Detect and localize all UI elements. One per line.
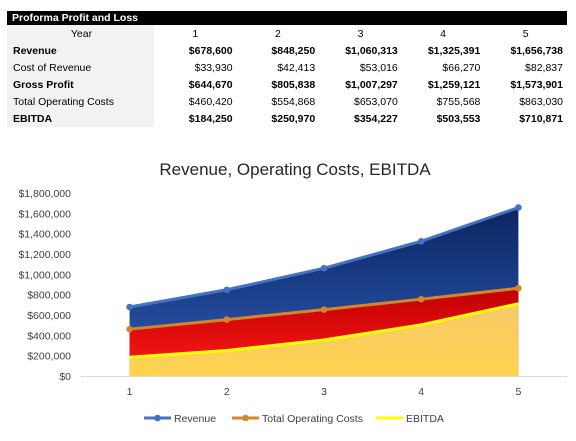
y-tick-label: $400,000: [27, 330, 71, 342]
data-point: [223, 286, 231, 294]
table-cell: $805,838: [271, 78, 316, 91]
data-point: [126, 325, 133, 333]
y-axis: $0 $200,000 $400,000 $600,000 $800,000 $1,000…: [18, 188, 71, 383]
year-column-header: 3: [357, 27, 364, 40]
y-tick-label: $1,000,000: [18, 269, 71, 281]
data-point: [417, 237, 425, 245]
year-header-row: Year 1 2 3 4 5: [7, 25, 567, 42]
table-cell: $53,016: [359, 61, 398, 74]
x-tick-label: 1: [127, 386, 133, 398]
line-ebitda: [129, 302, 519, 359]
area-ebitda: [129, 303, 519, 376]
chart-title: Revenue, Operating Costs, EBITDA: [159, 160, 431, 179]
data-point: [320, 306, 328, 313]
table-cell: $863,030: [519, 95, 563, 108]
data-point: [223, 316, 231, 323]
table-cell: $1,007,297: [345, 78, 398, 91]
x-tick-label: 5: [515, 386, 521, 398]
legend-label: Total Operating Costs: [262, 413, 363, 425]
table-cell: $1,060,313: [345, 44, 398, 57]
table-cell: $1,573,901: [510, 78, 563, 91]
table-cell: $354,227: [353, 112, 398, 125]
data-point: [126, 303, 133, 311]
table-row: Gross Profit $644,670 $805,838 $1,007,297 $1…: [7, 76, 567, 93]
legend-label: EBITDA: [406, 413, 444, 425]
table-row: Cost of Revenue $33,930 $42,413 $53,016 $66,…: [7, 59, 567, 76]
y-tick-label: $800,000: [27, 290, 71, 302]
year-header: Year: [7, 25, 154, 42]
row-label: Total Operating Costs: [7, 93, 154, 110]
chart-legend: Revenue Total Operating Costs EBITDA: [144, 413, 444, 425]
x-axis: 1 2 3 4 5: [81, 376, 567, 398]
y-tick-label: $1,400,000: [18, 229, 71, 241]
row-label: Revenue: [7, 42, 154, 59]
y-tick-label: $1,800,000: [18, 188, 71, 200]
table-title-row: Proforma Profit and Loss: [7, 11, 567, 25]
data-point: [417, 295, 425, 303]
row-label: Cost of Revenue: [7, 59, 154, 76]
table-cell: $1,259,121: [427, 78, 481, 91]
table-cell: $554,868: [271, 95, 316, 108]
table-row: Total Operating Costs $460,420 $554,868 $65…: [7, 93, 567, 110]
table-cell: $644,670: [188, 78, 233, 91]
y-tick-label: $0: [59, 371, 71, 383]
table-cell: $503,553: [436, 112, 481, 125]
table-cell: $33,930: [194, 61, 233, 74]
table-row: EBITDA $184,250 $250,970 $354,227 $503,553 $7…: [7, 110, 567, 127]
legend-marker: [154, 414, 161, 422]
year-column-header: 4: [440, 27, 446, 40]
year-column-header: 1: [192, 27, 199, 40]
row-label: EBITDA: [7, 110, 154, 127]
table-cell: $82,837: [525, 61, 563, 74]
table-cell: $653,070: [353, 95, 398, 108]
table-cell: $710,871: [519, 112, 563, 125]
table-row: Revenue $678,600 $848,250 $1,060,313 $1,325,…: [7, 42, 567, 59]
table-cell: $755,568: [436, 95, 481, 108]
table-cell: $678,600: [188, 44, 233, 57]
table-cell: $66,270: [442, 61, 481, 74]
table-cell: $1,656,738: [510, 44, 563, 57]
data-point: [320, 264, 328, 272]
x-tick-label: 4: [418, 386, 424, 398]
table-title: Proforma Profit and Loss: [7, 11, 567, 25]
row-label: Gross Profit: [7, 76, 154, 93]
table-cell: $184,250: [188, 112, 233, 125]
x-tick-label: 3: [321, 386, 327, 398]
legend-marker: [242, 414, 249, 422]
y-tick-label: $600,000: [27, 310, 71, 322]
chart-areas: [126, 204, 522, 376]
data-point: [515, 204, 522, 211]
table-cell: $1,325,391: [427, 44, 481, 57]
legend-label: Revenue: [174, 413, 216, 425]
table-cell: $848,250: [271, 44, 316, 57]
y-tick-label: $1,600,000: [18, 208, 71, 220]
data-point: [515, 284, 522, 292]
y-tick-label: $1,200,000: [18, 249, 71, 261]
x-tick-label: 2: [224, 386, 230, 398]
y-tick-label: $200,000: [27, 351, 71, 363]
profit-loss-table: Proforma Profit and Loss Year 1 2 3 4 5 Revenue…: [7, 11, 567, 127]
table-cell: $460,420: [188, 95, 233, 108]
table-cell: $42,413: [277, 61, 316, 74]
year-column-header: 2: [274, 27, 281, 40]
year-column-header: 5: [522, 27, 529, 40]
table-cell: $250,970: [271, 112, 316, 125]
